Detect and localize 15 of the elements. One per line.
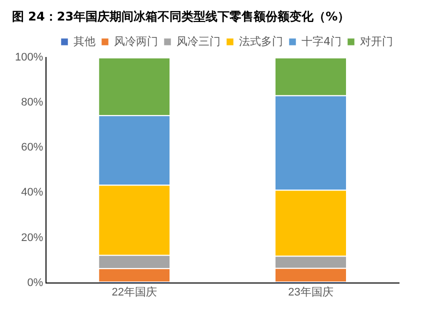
x-tick-label: 22年国庆 [112,285,157,298]
legend-label: 其他 [74,34,96,48]
y-tick-label: 60% [21,142,44,154]
x-tick-label: 23年国庆 [288,285,334,298]
y-tick-label: 80% [21,96,44,109]
y-tick-label: 20% [21,232,44,244]
legend-label: 法式多门 [239,34,283,48]
legend-label: 十字4门 [302,34,342,48]
y-tick-label: 100% [14,51,44,64]
y-tick-label: 0% [27,276,44,289]
legend-label: 对开门 [360,34,393,48]
y-tick-label: 40% [21,186,44,199]
legend-label: 风冷两门 [114,34,158,48]
chart-title: 图 24：23年国庆期间冰箱不同类型线下零售额份额变化（%） [12,9,350,24]
legend-label: 风冷三门 [176,34,220,48]
